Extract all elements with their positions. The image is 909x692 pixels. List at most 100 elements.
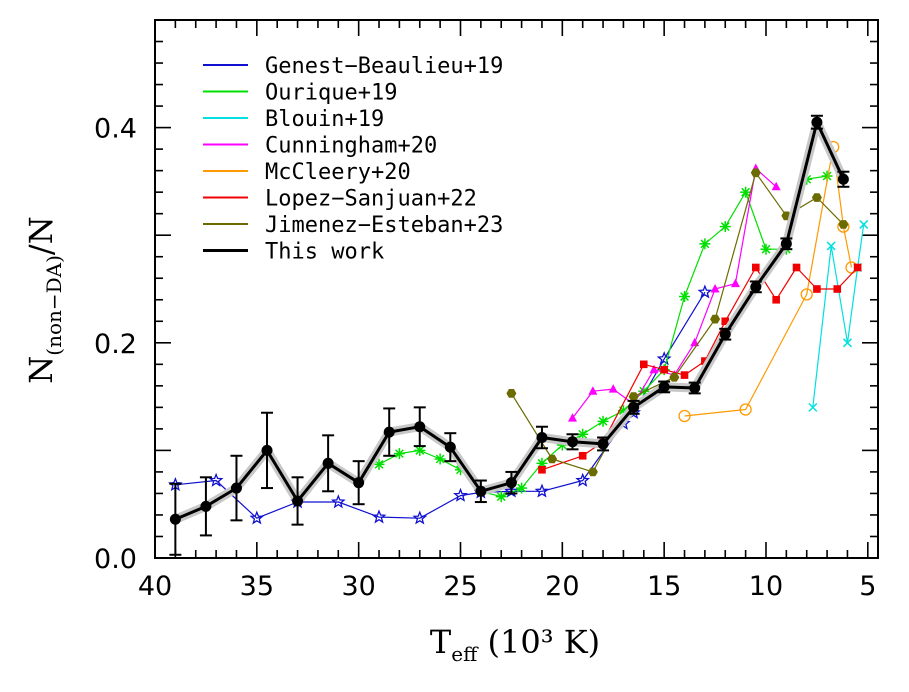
point-this-work bbox=[322, 457, 334, 469]
series-blouin-19 bbox=[808, 219, 869, 412]
point-this-work bbox=[536, 431, 548, 443]
x-tick-label: 10 bbox=[749, 571, 783, 602]
x-tick-label: 40 bbox=[138, 571, 172, 602]
point-ourique-19 bbox=[393, 448, 405, 460]
point-ourique-19 bbox=[597, 415, 609, 427]
point-ourique-19 bbox=[699, 238, 711, 250]
point-lopez-sanjuan-22 bbox=[578, 451, 587, 460]
point-mccleery-20 bbox=[800, 288, 813, 301]
point-ourique-19 bbox=[719, 221, 731, 233]
point-this-work bbox=[628, 401, 640, 413]
point-genest-beaulieu-19 bbox=[412, 510, 428, 525]
point-ourique-19 bbox=[495, 491, 507, 503]
point-genest-beaulieu-19 bbox=[330, 494, 346, 509]
y-axis-label: N(non−DA)/N bbox=[22, 216, 66, 383]
point-jimenez-esteban-23 bbox=[710, 314, 721, 324]
point-lopez-sanjuan-22 bbox=[752, 263, 760, 272]
point-ourique-19 bbox=[679, 291, 691, 303]
y-tick-label: 0.4 bbox=[94, 114, 137, 145]
series-this-work bbox=[169, 114, 850, 556]
point-blouin-19 bbox=[859, 219, 869, 229]
point-this-work bbox=[200, 500, 212, 512]
legend-label-mccleery-20: McCleery+20 bbox=[265, 160, 411, 185]
point-ourique-19 bbox=[516, 482, 528, 494]
point-this-work bbox=[505, 477, 517, 489]
x-tick-label: 30 bbox=[341, 571, 375, 602]
point-this-work bbox=[719, 328, 731, 340]
point-this-work bbox=[689, 382, 701, 394]
legend-label-this-work: This work bbox=[265, 240, 384, 265]
point-this-work bbox=[475, 485, 487, 497]
point-this-work bbox=[383, 426, 395, 438]
point-jimenez-esteban-23 bbox=[506, 389, 517, 398]
point-this-work bbox=[230, 482, 242, 494]
point-cunningham-20 bbox=[649, 364, 659, 374]
point-ourique-19 bbox=[577, 428, 589, 440]
y-tick-label: 0.0 bbox=[94, 544, 137, 575]
point-cunningham-20 bbox=[710, 284, 720, 293]
legend-label-cunningham-20: Cunningham+20 bbox=[265, 134, 437, 159]
point-this-work bbox=[750, 281, 762, 293]
point-jimenez-esteban-23 bbox=[547, 454, 558, 464]
legend-label-jimenez-esteban-23: Jimenez−Esteban+23 bbox=[265, 213, 503, 238]
point-genest-beaulieu-19 bbox=[208, 472, 224, 487]
point-cunningham-20 bbox=[568, 413, 578, 422]
point-cunningham-20 bbox=[690, 337, 700, 347]
point-genest-beaulieu-19 bbox=[697, 284, 713, 299]
point-ourique-19 bbox=[760, 243, 772, 255]
x-axis-label: Teff (10³ K) bbox=[430, 623, 600, 666]
point-lopez-sanjuan-22 bbox=[721, 317, 730, 326]
point-lopez-sanjuan-22 bbox=[813, 285, 821, 293]
point-genest-beaulieu-19 bbox=[453, 487, 468, 502]
point-this-work bbox=[169, 513, 181, 525]
x-tick-label: 25 bbox=[443, 571, 477, 602]
point-this-work bbox=[658, 381, 670, 393]
legend: Genest−Beaulieu+19Ourique+19Blouin+19Cun… bbox=[203, 54, 503, 265]
point-this-work bbox=[261, 444, 273, 456]
plot-area bbox=[168, 114, 869, 556]
point-blouin-19 bbox=[808, 402, 818, 412]
point-jimenez-esteban-23 bbox=[838, 220, 849, 229]
point-genest-beaulieu-19 bbox=[575, 472, 591, 487]
point-lopez-sanjuan-22 bbox=[660, 365, 668, 374]
point-jimenez-esteban-23 bbox=[587, 467, 598, 477]
point-cunningham-20 bbox=[588, 386, 598, 395]
point-this-work bbox=[597, 438, 609, 450]
y-tick-label: 0.2 bbox=[94, 329, 137, 360]
plot-frame bbox=[154, 19, 879, 559]
x-tick-label: 20 bbox=[545, 571, 579, 602]
point-this-work bbox=[414, 421, 426, 433]
point-ourique-19 bbox=[740, 186, 752, 198]
series-line-genest-beaulieu-19 bbox=[175, 291, 706, 519]
legend-label-ourique-19: Ourique+19 bbox=[265, 81, 397, 106]
point-cunningham-20 bbox=[730, 278, 740, 288]
point-ourique-19 bbox=[434, 453, 446, 465]
point-this-work bbox=[780, 238, 792, 250]
point-genest-beaulieu-19 bbox=[371, 509, 387, 524]
point-blouin-19 bbox=[842, 338, 852, 348]
point-lopez-sanjuan-22 bbox=[680, 371, 689, 379]
point-lopez-sanjuan-22 bbox=[853, 263, 862, 272]
x-tick-label: 15 bbox=[647, 571, 681, 602]
point-jimenez-esteban-23 bbox=[628, 392, 639, 401]
series-line-blouin-19 bbox=[812, 224, 865, 408]
x-tick-label: 5 bbox=[859, 571, 876, 602]
point-jimenez-esteban-23 bbox=[750, 168, 761, 178]
point-lopez-sanjuan-22 bbox=[792, 263, 801, 272]
series-mccleery-20 bbox=[678, 140, 858, 423]
series-line-mccleery-20 bbox=[684, 146, 853, 417]
point-jimenez-esteban-23 bbox=[669, 372, 680, 382]
point-genest-beaulieu-19 bbox=[249, 510, 265, 525]
point-this-work bbox=[567, 436, 579, 448]
point-jimenez-esteban-23 bbox=[811, 193, 822, 202]
point-cunningham-20 bbox=[608, 384, 618, 393]
point-this-work bbox=[353, 477, 365, 489]
point-mccleery-20 bbox=[739, 403, 752, 416]
point-this-work bbox=[292, 495, 304, 507]
axis-ticks bbox=[154, 19, 878, 559]
point-genest-beaulieu-19 bbox=[534, 483, 550, 498]
point-mccleery-20 bbox=[678, 409, 691, 423]
point-blouin-19 bbox=[826, 241, 836, 251]
point-lopez-sanjuan-22 bbox=[772, 295, 780, 304]
